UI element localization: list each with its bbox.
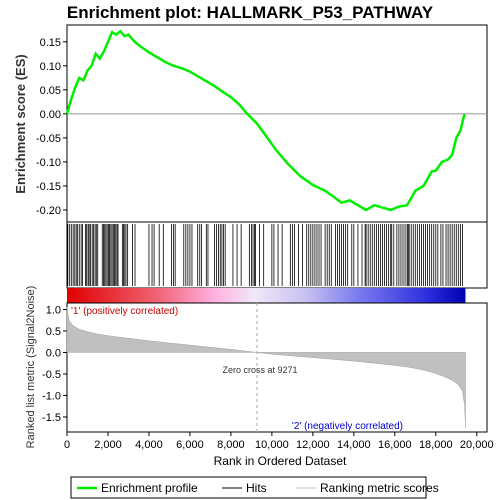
chart-title: Enrichment plot: HALLMARK_P53_PATHWAY (67, 3, 434, 22)
legend-label: Ranking metric scores (320, 481, 439, 495)
metric-y-tick-label: -0.5 (42, 369, 61, 381)
x-tick-label: 8,000 (217, 439, 245, 451)
x-axis: 0 2,000 4,000 6,000 8,000 10,000 12,000 14,000 1… (64, 432, 494, 451)
metric-y-tick-label: 1.0 (46, 304, 61, 316)
x-tick-label: 20,000 (460, 439, 494, 451)
metric-y-axis-label: Ranked list metric (Signal2Noise) (25, 286, 37, 449)
es-y-tick-label: 0.15 (40, 37, 61, 49)
x-tick-label: 4,000 (135, 439, 163, 451)
enrichment-profile-line (65, 29, 466, 212)
x-axis-label: Rank in Ordered Dataset (214, 454, 347, 468)
legend-label: Hits (246, 481, 267, 495)
es-y-tick-label: 0.05 (40, 85, 61, 97)
metric-y-tick-label: -1.0 (42, 390, 61, 402)
es-y-axis-label: Enrichment score (ES) (13, 54, 28, 193)
x-tick-label: 2,000 (94, 439, 122, 451)
legend-box (70, 476, 427, 499)
x-tick-label: 18,000 (419, 439, 453, 451)
x-tick-label: 6,000 (176, 439, 204, 451)
x-tick-label: 16,000 (378, 439, 412, 451)
x-tick-label: 14,000 (337, 439, 371, 451)
ranking-metric-area (66, 307, 466, 428)
hits-panel-frame (66, 221, 488, 289)
es-y-axis: 0.15 0.10 0.05 0.00 -0.05 -0.10 -0.15 -0.20 (36, 37, 67, 217)
positive-correlation-label: '1' (positively correlated) (71, 306, 178, 317)
zero-cross-label: Zero cross at 9271 (222, 365, 297, 375)
es-y-tick-label: -0.20 (36, 205, 61, 217)
es-y-tick-label: 0.00 (40, 109, 61, 121)
es-panel-frame (66, 24, 488, 223)
metric-y-tick-label: 0.5 (46, 326, 61, 338)
metric-y-tick-label: 0.0 (46, 347, 61, 359)
x-tick-label: 0 (64, 439, 70, 451)
es-y-tick-label: -0.15 (36, 181, 61, 193)
legend-label: Enrichment profile (101, 481, 198, 495)
es-y-tick-label: 0.10 (40, 61, 61, 73)
es-y-tick-label: -0.10 (36, 157, 61, 169)
negative-correlation-label: '2' (negatively correlated) (292, 421, 403, 432)
hits-group (67, 224, 463, 286)
metric-y-tick-label: -1.5 (42, 412, 61, 424)
ranked-color-bar (67, 288, 466, 303)
x-tick-label: 10,000 (255, 439, 289, 451)
es-y-tick-label: -0.05 (36, 133, 61, 145)
legend: Enrichment profile Hits Ranking metric sco… (77, 481, 439, 495)
x-tick-label: 12,000 (296, 439, 330, 451)
metric-y-axis: 1.0 0.5 0.0 -0.5 -1.0 -1.5 (42, 304, 67, 424)
